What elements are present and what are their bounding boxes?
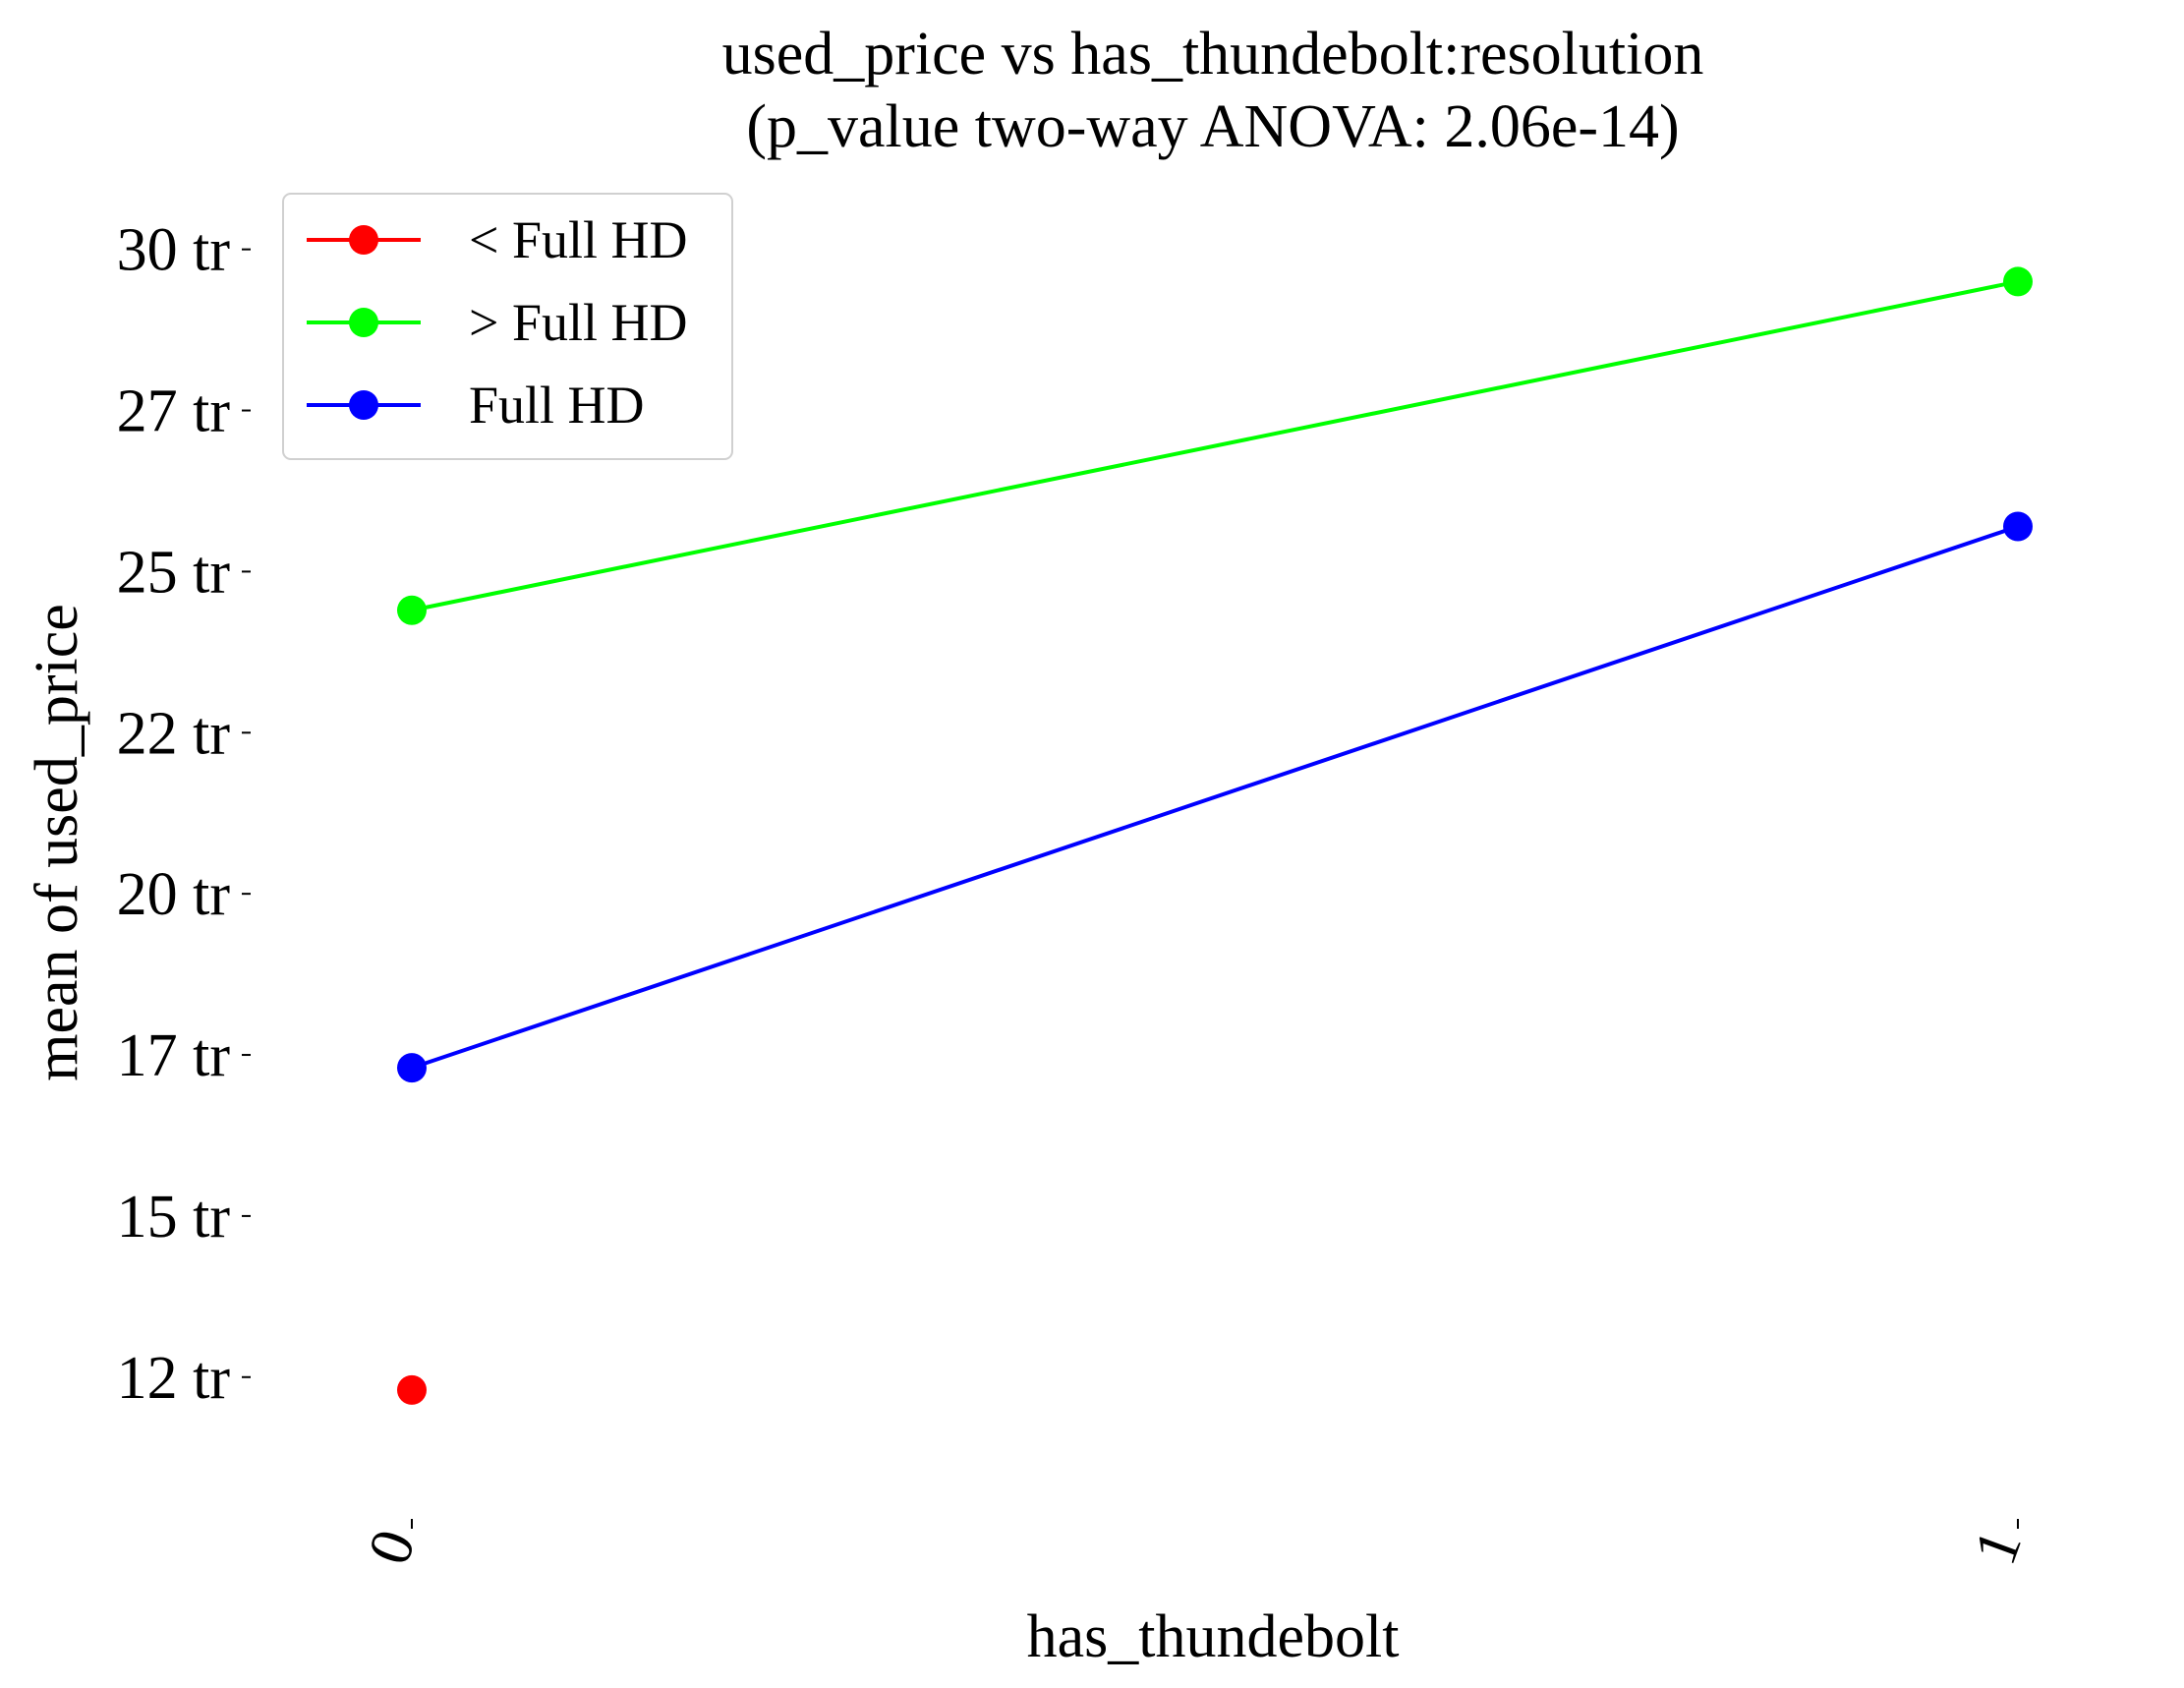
legend: < Full HD > Full HD Full HD (282, 193, 733, 460)
legend-label: Full HD (469, 376, 645, 435)
legend-marker (349, 225, 378, 255)
y-axis: 12 tr 15 tr 17 tr 20 tr 22 tr 25 tr 27 tr 30 tr (117, 217, 251, 1412)
y-tick-label: 25 tr (117, 539, 231, 606)
y-tick-label: 30 tr (117, 217, 231, 284)
x-tick-label: 0 (356, 1522, 430, 1573)
legend-label: < Full HD (469, 210, 688, 269)
series-line-2 (411, 524, 2019, 1071)
series-point-2 (397, 1053, 427, 1083)
series-point-1 (397, 595, 427, 625)
series-point-1 (2003, 266, 2033, 297)
y-tick-label: 27 tr (117, 378, 231, 445)
legend-box (282, 193, 733, 460)
y-axis-label: mean of used_price (24, 604, 90, 1080)
y-tick-label: 12 tr (117, 1345, 231, 1412)
series-line-1 (411, 279, 2019, 612)
series-point-0 (397, 1374, 427, 1405)
y-tick-label: 20 tr (117, 861, 231, 928)
y-tick-label: 22 tr (117, 700, 231, 767)
chart-title-line2: (p_value two-way ANOVA: 2.06e-14) (746, 93, 1679, 160)
chart-title-line1: used_price vs has_thundebolt:resolution (722, 21, 1704, 87)
series-point-2 (2003, 511, 2033, 542)
x-axis-label: has_thundebolt (1027, 1603, 1400, 1670)
legend-marker (349, 308, 378, 337)
y-tick-label: 15 tr (117, 1184, 231, 1251)
plot-series (397, 266, 2033, 1405)
legend-label: > Full HD (469, 293, 688, 352)
x-tick-label: 1 (1962, 1522, 2036, 1573)
legend-marker (349, 390, 378, 420)
y-tick-label: 17 tr (117, 1022, 231, 1089)
